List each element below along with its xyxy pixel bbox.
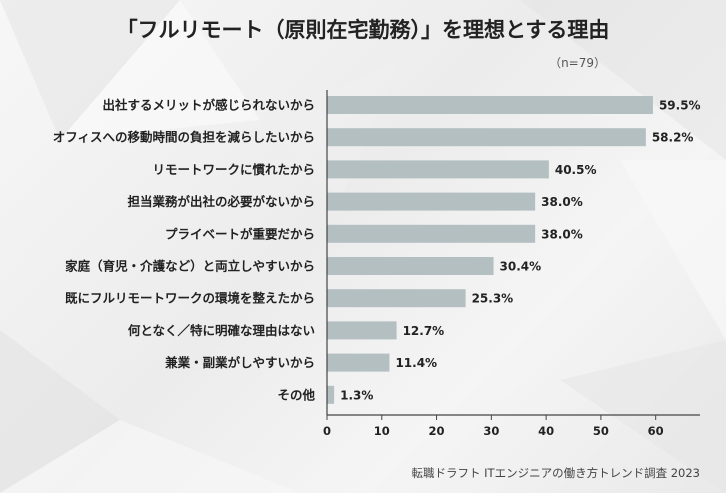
category-label-0: 出社するメリットが感じられないから [102, 98, 315, 113]
value-label-1: 58.2% [652, 131, 694, 145]
category-label-5: 家庭（育児・介護など）と両立しやすいから [65, 259, 315, 274]
bar-0 [327, 96, 653, 114]
bar-3 [327, 192, 536, 211]
category-label-7: 何となく／特に明確な理由はない [128, 323, 315, 338]
category-label-2: リモートワークに慣れたから [152, 162, 315, 177]
sample-size-label: （n=79） [549, 56, 606, 70]
category-label-1: オフィスへの移動時間の負担を減らしたいから [53, 130, 315, 145]
x-tick-label-1: 10 [374, 424, 390, 438]
value-label-7: 12.7% [403, 324, 445, 338]
value-label-8: 11.4% [395, 356, 437, 370]
value-label-6: 25.3% [472, 292, 514, 306]
category-label-9: その他 [277, 387, 315, 402]
bar-7 [327, 321, 397, 340]
category-label-6: 既にフルリモートワークの環境を整えたから [65, 291, 315, 306]
x-tick-label-6: 60 [648, 424, 664, 438]
value-label-3: 38.0% [541, 195, 583, 209]
x-tick-label-0: 0 [323, 424, 331, 438]
bar-8 [327, 353, 390, 372]
x-tick-label-2: 20 [429, 424, 445, 438]
category-label-4: プライベートが重要だから [165, 226, 315, 241]
bar-9 [327, 385, 335, 404]
bar-6 [327, 289, 466, 308]
value-label-4: 38.0% [541, 227, 583, 241]
bar-4 [327, 224, 536, 243]
x-tick-label-5: 50 [593, 424, 609, 438]
category-label-3: 担当業務が出社の必要がないから [127, 194, 315, 209]
value-label-0: 59.5% [659, 99, 701, 113]
source-note: 転職ドラフト ITエンジニアの働き方トレンド調査 2023 [411, 466, 701, 480]
x-tick-label-4: 40 [538, 424, 554, 438]
bar-5 [327, 257, 494, 275]
bar-1 [327, 128, 646, 147]
bar-2 [327, 160, 549, 179]
chart-title: 「フルリモート（原則在宅勤務）」を理想とする理由 [116, 18, 610, 42]
x-tick-label-3: 30 [483, 424, 499, 438]
value-label-9: 1.3% [340, 388, 373, 402]
value-label-2: 40.5% [555, 163, 597, 177]
value-label-5: 30.4% [500, 260, 542, 274]
category-label-8: 兼業・副業がしやすいから [165, 355, 315, 370]
